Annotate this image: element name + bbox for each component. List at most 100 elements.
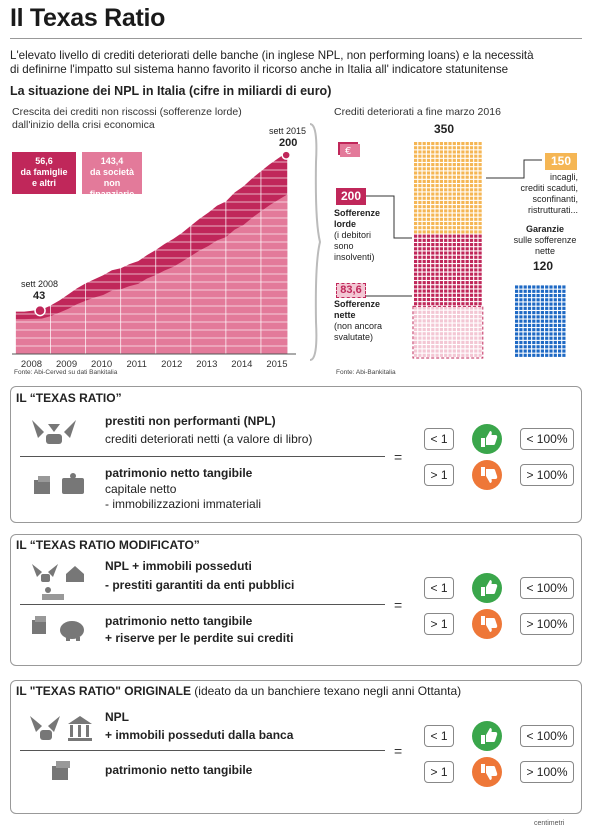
- nette-cell: [452, 315, 456, 319]
- lorde-cell: [474, 281, 478, 285]
- incagli-cell: [414, 230, 418, 234]
- lorde-cell: [457, 285, 461, 289]
- lorde-cell: [414, 234, 418, 238]
- lorde-cell: [469, 238, 474, 242]
- incagli-cell: [465, 188, 469, 192]
- garanzie-cell: [527, 289, 532, 293]
- garanzie-cell: [553, 332, 557, 336]
- garanzie-cell: [545, 289, 549, 293]
- nette-cell: [461, 310, 465, 314]
- incagli-cell: [435, 184, 439, 188]
- garanzie-cell: [519, 328, 523, 332]
- x-tick-label: 2011: [126, 359, 146, 370]
- section3-cond-gt: > 1: [424, 761, 454, 783]
- incagli-cell: [469, 213, 474, 217]
- lorde-cell: [444, 302, 448, 306]
- lorde-cell: [444, 264, 448, 268]
- nette-cell: [478, 319, 482, 323]
- nette-cell: [469, 306, 474, 310]
- lorde-cell: [444, 243, 448, 247]
- nette-cell: [414, 332, 418, 336]
- lorde-cell: [422, 276, 426, 280]
- incagli-cell: [457, 146, 461, 150]
- incagli-cell: [457, 142, 461, 146]
- garanzie-cell: [519, 340, 523, 345]
- garanzie-cell: [549, 319, 553, 323]
- garanzie-cell: [536, 285, 540, 289]
- garanzie-cell: [519, 306, 523, 310]
- garanzie-cell: [523, 311, 527, 315]
- garanzie-cell: [545, 323, 549, 328]
- section1-equals: =: [394, 449, 403, 465]
- incagli-cell: [439, 192, 443, 196]
- garanzie-cell: [553, 306, 557, 310]
- nette-cell: [457, 319, 461, 323]
- incagli-cell: [418, 188, 422, 192]
- section2-numerator-1: NPL + immobili posseduti: [105, 559, 252, 573]
- lorde-cell: [431, 243, 435, 247]
- incagli-cell: [435, 175, 439, 179]
- lorde-cell: [461, 243, 465, 247]
- incagli-cell: [448, 150, 452, 154]
- nette-cell: [461, 332, 465, 336]
- incagli-cell: [431, 150, 435, 154]
- garanzie-cell: [562, 328, 566, 332]
- left-chart-caption: Crescita dei crediti non riscossi (soffe…: [12, 106, 242, 132]
- garanzie-cell: [519, 353, 523, 357]
- incagli-cell: [474, 205, 478, 209]
- garanzie-cell: [540, 345, 544, 349]
- lorde-cell: [439, 302, 443, 306]
- lorde-cell: [431, 247, 435, 251]
- incagli-cell: [461, 188, 465, 192]
- garanzie-cell: [527, 293, 532, 298]
- incagli-cell: [461, 158, 465, 162]
- nette-cell: [469, 345, 474, 349]
- nette-cell: [444, 332, 448, 336]
- incagli-cell: [422, 205, 426, 209]
- incagli-cell: [452, 167, 456, 171]
- incagli-connector: [486, 159, 542, 179]
- garanzie-cell: [545, 353, 549, 357]
- lorde-cell: [465, 268, 469, 272]
- incagli-cell: [457, 188, 461, 192]
- nette-cell: [414, 319, 418, 323]
- lorde-cell: [418, 285, 422, 289]
- incagli-cell: [461, 226, 465, 230]
- nette-cell: [478, 336, 482, 340]
- garanzie-cell: [562, 293, 566, 298]
- lorde-cell: [452, 272, 456, 276]
- garanzie-cell: [515, 289, 519, 293]
- lorde-cell: [435, 243, 439, 247]
- garanzie-cell: [523, 340, 527, 345]
- lorde-cell: [452, 293, 456, 297]
- incagli-cell: [461, 163, 465, 167]
- incagli-cell: [414, 205, 418, 209]
- thumbs-up-icon: [472, 721, 502, 751]
- nette-cell: [452, 310, 456, 314]
- lorde-cell: [474, 293, 478, 297]
- nette-cell: [448, 315, 452, 319]
- lorde-cell: [461, 302, 465, 306]
- lorde-cell: [457, 297, 461, 302]
- garanzie-cell: [549, 345, 553, 349]
- bank-building-icon: [26, 712, 94, 746]
- section3-cond-lt: < 1: [424, 725, 454, 747]
- incagli-cell: [435, 146, 439, 150]
- incagli-cell: [414, 217, 418, 221]
- garanzie-cell: [532, 306, 536, 310]
- lorde-cell: [452, 238, 456, 242]
- garanzie-cell: [545, 285, 549, 289]
- incagli-cell: [478, 230, 482, 234]
- lorde-cell: [465, 285, 469, 289]
- thumbs-down-icon: [472, 460, 502, 490]
- garanzie-cell: [536, 311, 540, 315]
- incagli-cell: [465, 154, 469, 158]
- garanzie-cell: [515, 285, 519, 289]
- section1-pct-gt: > 100%: [520, 464, 574, 486]
- lorde-cell: [448, 259, 452, 264]
- incagli-cell: [435, 217, 439, 221]
- nette-cell: [431, 345, 435, 349]
- nette-cell: [474, 306, 478, 310]
- lorde-cell: [478, 264, 482, 268]
- incagli-cell: [478, 205, 482, 209]
